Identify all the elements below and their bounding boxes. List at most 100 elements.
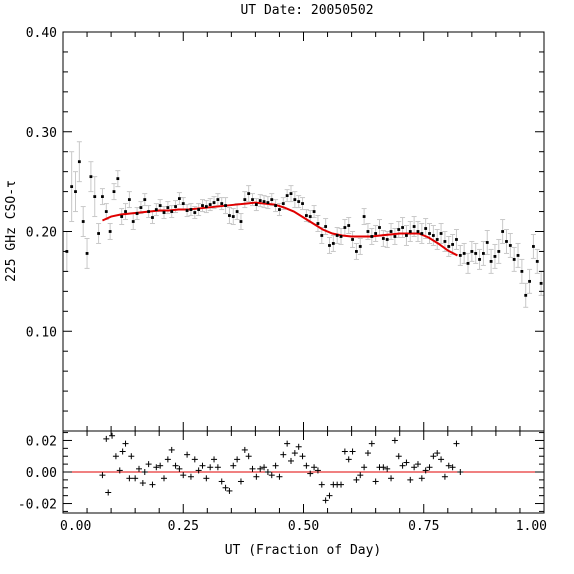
y-tick-label: 0.30 xyxy=(26,126,57,141)
data-point xyxy=(516,254,520,257)
residual-point xyxy=(422,467,429,474)
data-point xyxy=(466,262,470,265)
data-point xyxy=(362,215,366,218)
data-point xyxy=(181,202,185,205)
data-point xyxy=(170,210,174,213)
main-plot-frame xyxy=(62,31,545,432)
data-point xyxy=(254,203,258,206)
data-point xyxy=(420,232,424,235)
data-point xyxy=(193,211,197,214)
data-point xyxy=(274,204,278,207)
residual-point xyxy=(187,473,194,480)
residual-point xyxy=(161,475,168,482)
data-point xyxy=(381,237,385,240)
x-tick-label: 0.50 xyxy=(288,519,319,534)
data-point xyxy=(412,225,416,228)
residual-point xyxy=(135,465,142,472)
residual-point xyxy=(164,456,171,463)
residual-point xyxy=(368,440,375,447)
data-point xyxy=(366,230,370,233)
data-point xyxy=(443,240,447,243)
data-point xyxy=(216,198,220,201)
data-point xyxy=(485,241,489,244)
residual-point xyxy=(388,475,395,482)
data-point xyxy=(154,208,158,211)
data-point xyxy=(289,192,293,195)
y-tick-label: -0.02 xyxy=(18,498,57,513)
data-point xyxy=(135,212,139,215)
data-point xyxy=(304,214,308,217)
data-point xyxy=(339,235,343,238)
fit-curve xyxy=(102,201,458,257)
residual-point xyxy=(341,448,348,455)
residual-point xyxy=(449,464,456,471)
residual-point xyxy=(157,462,164,469)
data-point xyxy=(235,210,239,213)
residual-point xyxy=(237,478,244,485)
data-point xyxy=(458,254,462,257)
residual-point xyxy=(122,440,129,447)
data-point xyxy=(143,198,147,201)
data-point xyxy=(451,243,455,246)
data-point xyxy=(535,260,539,263)
y-tick-label: 0.10 xyxy=(26,325,57,340)
residual-point xyxy=(214,464,221,471)
data-point xyxy=(481,252,485,255)
data-point xyxy=(462,252,466,255)
x-tick-label: 0.75 xyxy=(408,519,439,534)
residual-point xyxy=(249,465,256,472)
data-point xyxy=(151,216,154,219)
data-point xyxy=(455,238,458,241)
residual-point xyxy=(311,464,318,471)
x-axis-label: UT (Fraction of Day) xyxy=(225,543,382,558)
data-point xyxy=(397,228,401,231)
data-point xyxy=(228,214,231,217)
residual-point xyxy=(395,453,402,460)
residual-point xyxy=(314,467,321,474)
data-point xyxy=(108,230,112,233)
residual-point xyxy=(222,484,229,491)
residual-point xyxy=(380,464,387,471)
residual-point xyxy=(357,472,364,479)
data-point xyxy=(278,208,281,211)
data-point xyxy=(178,197,181,200)
residual-point xyxy=(180,472,187,479)
data-point xyxy=(258,199,262,202)
residual-point xyxy=(199,462,206,469)
data-point xyxy=(328,244,331,247)
residual-point xyxy=(168,446,175,453)
data-point xyxy=(97,232,100,235)
residual-point xyxy=(184,451,191,458)
residual-point xyxy=(211,456,218,463)
data-point xyxy=(285,194,289,197)
residual-point xyxy=(141,469,148,475)
data-point xyxy=(316,222,320,225)
residual-point xyxy=(361,464,368,471)
residual-ticks: -0.020.000.020.00 0.25 0.50 0.75 1.00 xyxy=(18,431,547,534)
data-point xyxy=(162,211,166,214)
residual-point xyxy=(295,443,302,450)
residual-point xyxy=(457,469,464,475)
data-point xyxy=(501,230,505,233)
data-point xyxy=(358,245,362,248)
data-point xyxy=(297,200,301,203)
data-point xyxy=(378,226,381,229)
residual-point xyxy=(434,450,441,457)
residual-point xyxy=(441,473,448,480)
data-point xyxy=(428,232,431,235)
data-point xyxy=(270,198,274,201)
data-point xyxy=(524,293,528,297)
residual-point xyxy=(276,473,283,480)
residual-point xyxy=(291,450,298,457)
residual-point xyxy=(430,453,437,460)
data-point xyxy=(239,220,243,223)
residual-point xyxy=(280,451,287,458)
residual-point xyxy=(372,478,379,485)
data-point xyxy=(389,230,393,233)
residual-point xyxy=(453,440,460,447)
residual-point xyxy=(349,448,356,455)
data-point xyxy=(201,204,204,207)
data-point xyxy=(320,234,324,237)
data-point xyxy=(104,210,108,213)
